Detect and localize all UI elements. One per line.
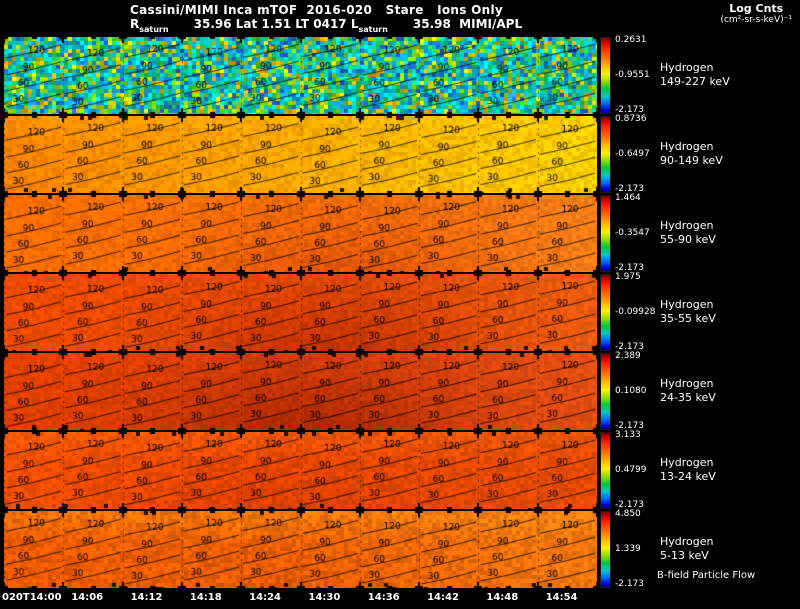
colorbar	[600, 432, 611, 509]
l-subscript-saturn: saturn	[358, 25, 388, 34]
time-axis: 020T14:00 14:06 14:12 14:18 14:24 14:30 14:36 1…	[0, 592, 800, 607]
spectrogram-panel-canvas	[4, 274, 597, 351]
energy-range-label: 35-55 keV	[660, 312, 716, 325]
colorbar	[600, 116, 611, 193]
colorbar-max-label: 1.975	[615, 272, 641, 282]
spectrogram-row: 2.389 0.1080 -2.173 Hydrogen 24-35 keV	[4, 351, 796, 432]
colorbar-max-label: 3.133	[615, 430, 641, 440]
time-tick-label: 14:06	[71, 592, 104, 603]
spectrogram-row: 4.850 1.339 -2.173 Hydrogen 5-13 keV	[4, 509, 796, 590]
colorbar-mid-label: -0.9551	[615, 70, 650, 80]
colorbar-max-label: 0.8736	[615, 114, 647, 124]
time-tick-label: 14:36	[367, 592, 400, 603]
spectrogram-panel-canvas	[4, 195, 597, 272]
spectrogram-panel-canvas	[4, 432, 597, 509]
species-label: Hydrogen	[660, 219, 714, 232]
energy-range-label: 5-13 keV	[660, 549, 709, 562]
time-tick-label: 14:30	[308, 592, 341, 603]
colorbar-min-label: -2.173	[615, 263, 645, 273]
r-label: R	[130, 17, 140, 31]
spectrogram-row: 0.2631 -0.9551 -2.173 Hydrogen 149-227 k…	[4, 35, 796, 116]
spectrogram-rows: 0.2631 -0.9551 -2.173 Hydrogen 149-227 k…	[0, 35, 800, 590]
plot-title: Cassini/MIMI Inca mTOF 2016-020 Stare Io…	[130, 3, 504, 17]
colorbar-min-label: -2.173	[615, 105, 645, 115]
energy-channel-label: Hydrogen 90-149 keV	[660, 140, 723, 168]
time-tick-label: 14:12	[130, 592, 163, 603]
species-label: Hydrogen	[660, 140, 714, 153]
spectrogram-panel-canvas	[4, 37, 597, 114]
time-tick-label: 14:42	[427, 592, 459, 603]
colorbar	[600, 353, 611, 430]
colorbar-max-label: 2.389	[615, 351, 641, 361]
ephemeris-end: 35.98 MIMI/APL	[387, 17, 523, 31]
spectrogram-panel-canvas	[4, 116, 597, 193]
spectrogram-row: 3.133 0.4799 -2.173 Hydrogen 13-24 keV	[4, 430, 796, 511]
energy-channel-label: Hydrogen 24-35 keV	[660, 377, 716, 405]
spectrogram-row: 1.975 -0.09928 -2.173 Hydrogen 35-55 keV	[4, 272, 796, 353]
spectrogram-panel-canvas	[4, 511, 597, 588]
species-label: Hydrogen	[660, 456, 714, 469]
colorbar-min-label: -2.173	[615, 184, 645, 194]
colorbar-units: Log Cnts (cm²-sr-s-keV)⁻¹	[720, 2, 792, 25]
colorbar	[600, 37, 611, 114]
colorbar-mid-label: -0.09928	[615, 307, 656, 317]
time-tick-label: 14:24	[249, 592, 282, 603]
colorbar-mid-label: 1.339	[615, 544, 641, 554]
energy-range-label: 24-35 keV	[660, 391, 716, 404]
units-line1: Log Cnts	[729, 2, 784, 15]
energy-channel-label: Hydrogen 149-227 keV	[660, 61, 730, 89]
spectrogram-panel-canvas	[4, 353, 597, 430]
colorbar-max-label: 0.2631	[615, 35, 647, 45]
units-line2: (cm²-sr-s-keV)⁻¹	[720, 15, 792, 25]
energy-channel-label: Hydrogen 35-55 keV	[660, 298, 716, 326]
time-tick-label: 14:18	[189, 592, 222, 603]
energy-range-label: 149-227 keV	[660, 75, 730, 88]
colorbar-min-label: -2.173	[615, 421, 645, 431]
colorbar-mid-label: 0.1080	[615, 386, 647, 396]
colorbar	[600, 511, 611, 588]
energy-range-label: 55-90 keV	[660, 233, 716, 246]
r-subscript-saturn: saturn	[139, 25, 169, 34]
energy-range-label: 90-149 keV	[660, 154, 723, 167]
species-label: Hydrogen	[660, 298, 714, 311]
colorbar-max-label: 4.850	[615, 509, 641, 519]
colorbar-mid-label: -0.3547	[615, 228, 650, 238]
energy-range-label: 13-24 keV	[660, 470, 716, 483]
colorbar-mid-label: 0.4799	[615, 465, 647, 475]
colorbar-max-label: 1.464	[615, 193, 641, 203]
energy-channel-label: Hydrogen 55-90 keV	[660, 219, 716, 247]
colorbar	[600, 195, 611, 272]
spectrogram-row: 1.464 -0.3547 -2.173 Hydrogen 55-90 keV	[4, 193, 796, 274]
species-label: Hydrogen	[660, 61, 714, 74]
time-tick-label: 14:48	[486, 592, 519, 603]
colorbar-mid-label: -0.6497	[615, 149, 650, 159]
time-tick-label: 14:54	[545, 592, 578, 603]
bfield-note-label: B-field Particle Flow	[657, 570, 756, 581]
colorbar-min-label: -2.173	[615, 342, 645, 352]
spectrogram-row: 0.8736 -0.6497 -2.173 Hydrogen 90-149 ke…	[4, 114, 796, 195]
ephemeris-values: 35.96 Lat 1.51 LT 0417 L	[168, 17, 359, 31]
energy-channel-label: Hydrogen 13-24 keV	[660, 456, 716, 484]
energy-channel-label: Hydrogen 5-13 keV	[660, 535, 714, 563]
colorbar-min-label: -2.173	[615, 579, 645, 589]
colorbar	[600, 274, 611, 351]
time-tick-label: 020T14:00	[2, 592, 62, 603]
colorbar-min-label: -2.173	[615, 500, 645, 510]
ephemeris-line: Rsaturn 35.96 Lat 1.51 LT 0417 Lsaturn 3…	[130, 17, 522, 34]
species-label: Hydrogen	[660, 377, 714, 390]
species-label: Hydrogen	[660, 535, 714, 548]
